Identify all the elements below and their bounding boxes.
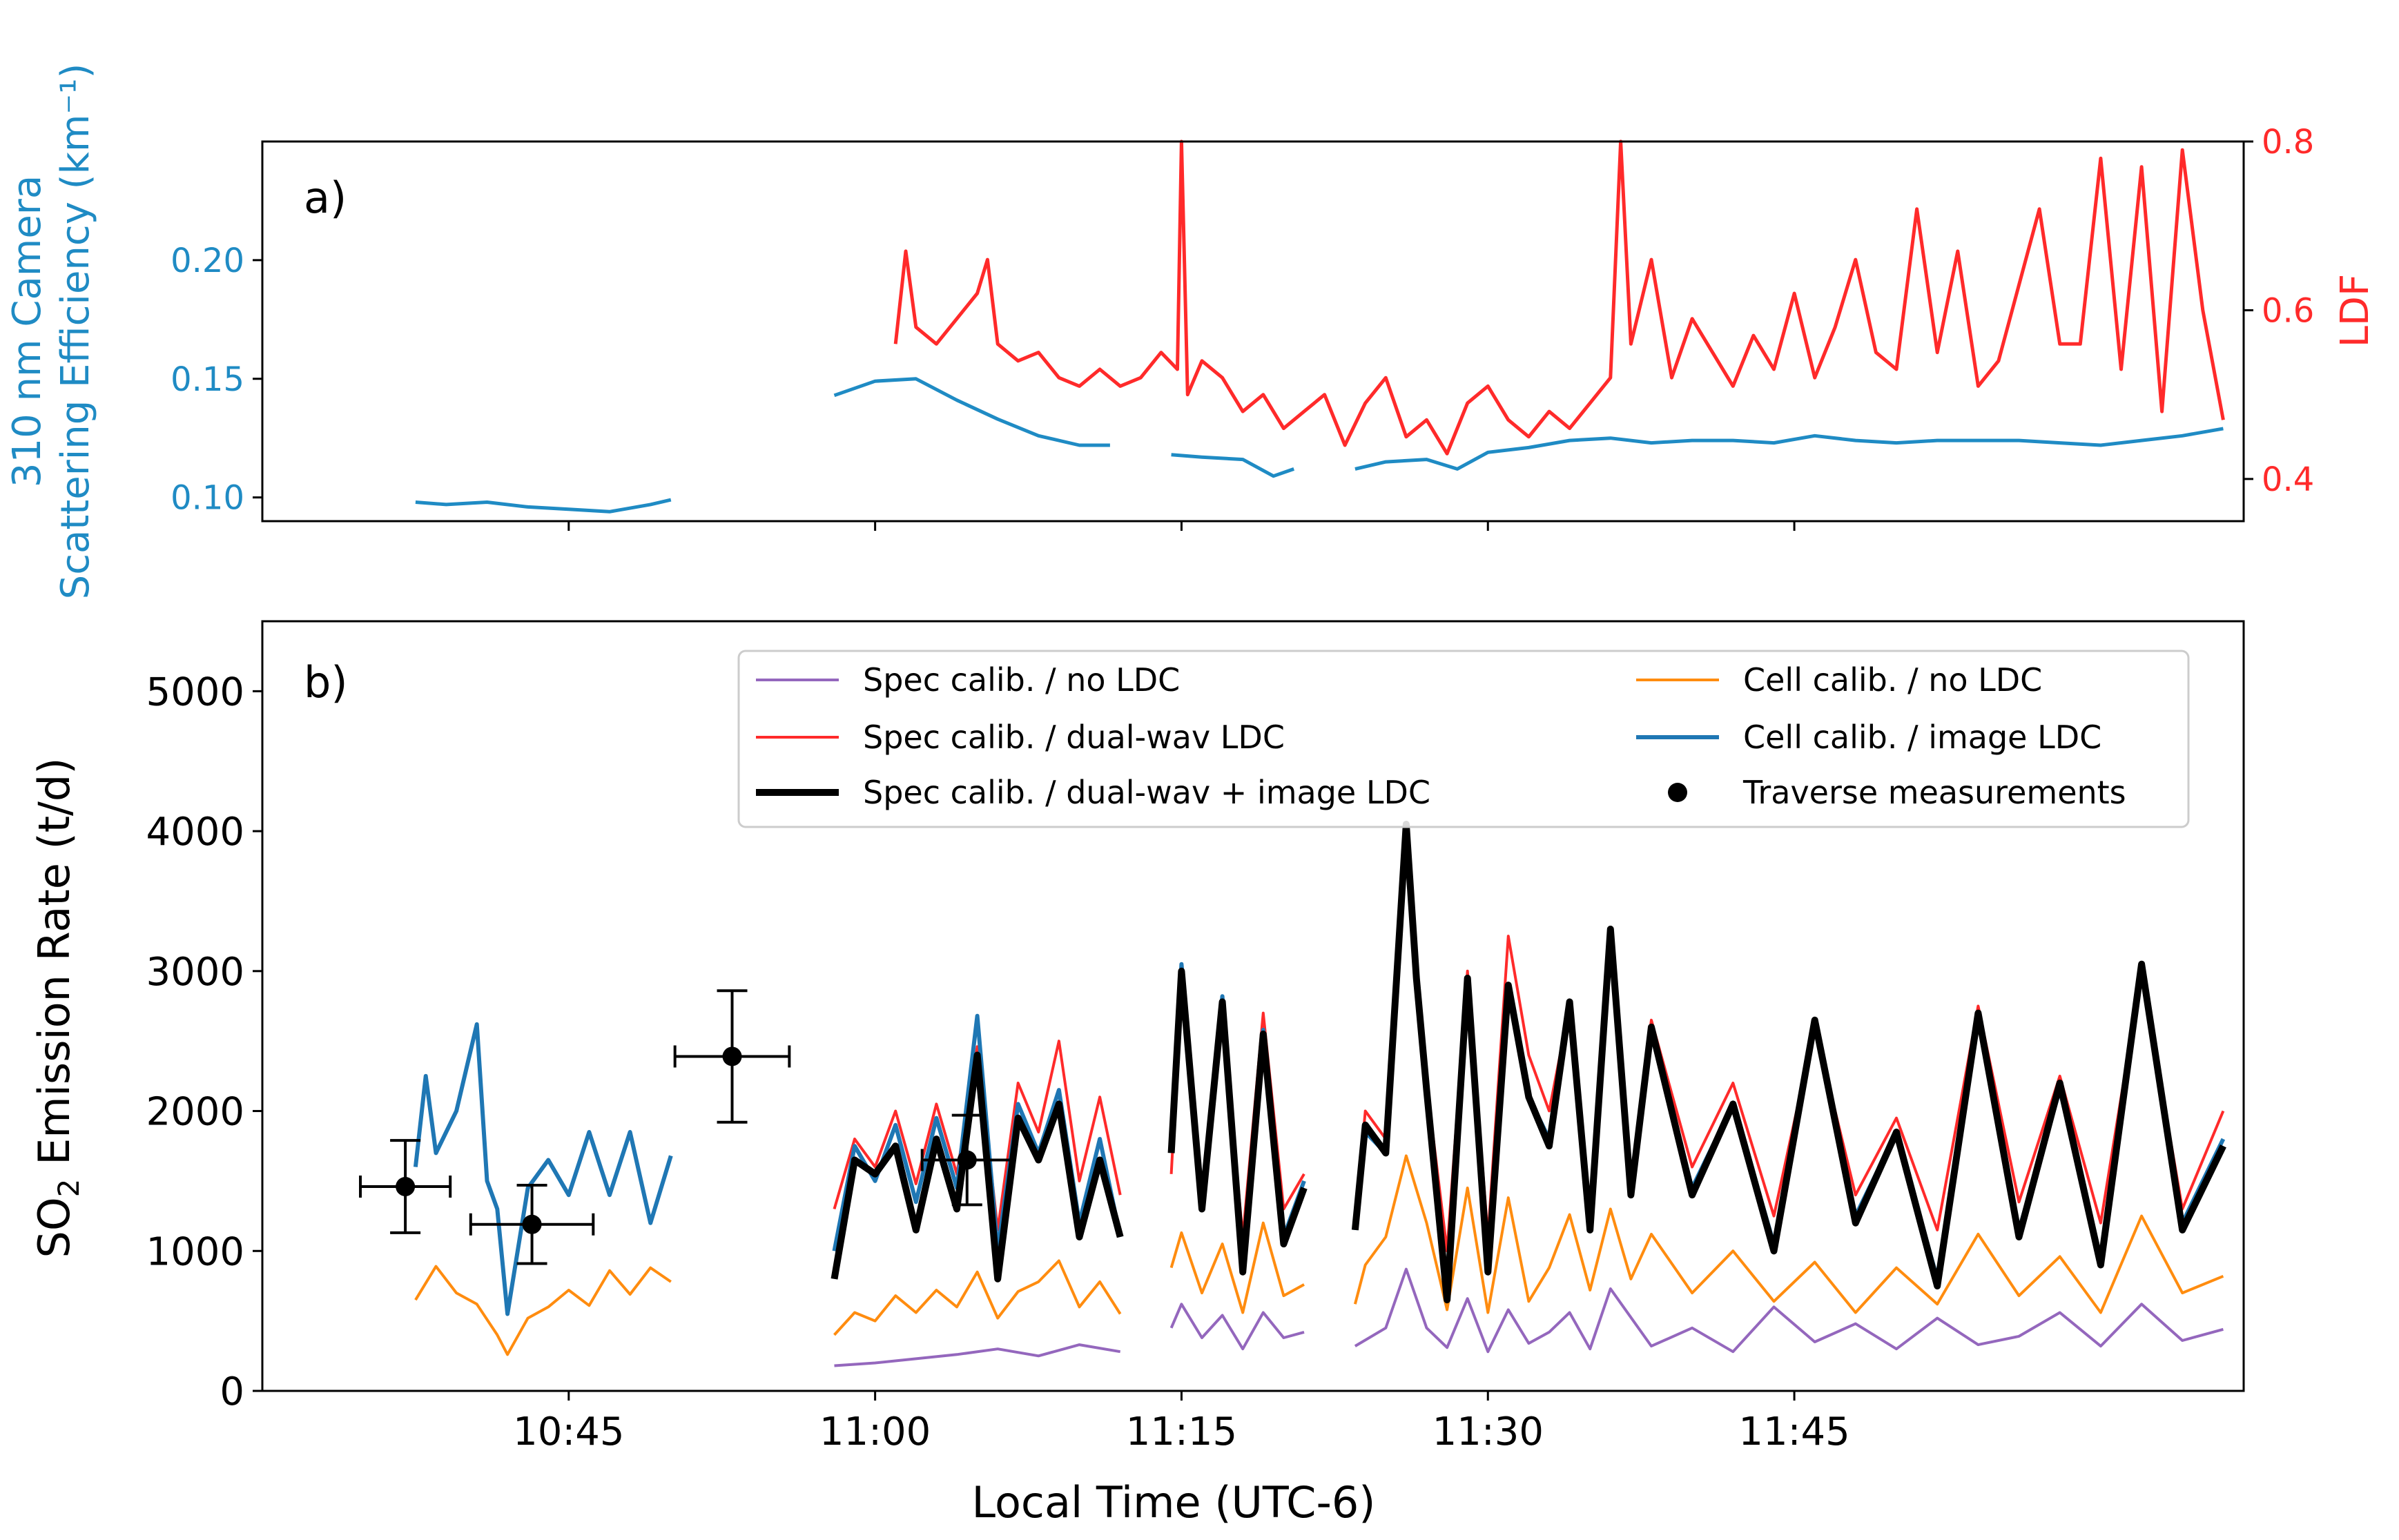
left-tick-label: 0.20 bbox=[171, 242, 244, 280]
traverse-marker bbox=[957, 1150, 977, 1170]
y-tick-label: 1000 bbox=[146, 1229, 244, 1274]
panel-b-series-2-segment-0 bbox=[833, 1040, 1122, 1231]
panel-b-series-4-segment-0 bbox=[831, 1051, 1124, 1283]
panel-b-series-0-segment-0 bbox=[834, 1343, 1121, 1367]
panel-a-left-axis-label-line2: Scattering Efficiency (km⁻¹) bbox=[53, 64, 98, 600]
panel-b-series-4-segment-2 bbox=[1351, 821, 2226, 1304]
legend-entry-5: Traverse measurements bbox=[1668, 774, 2126, 811]
y-tick-label: 4000 bbox=[146, 810, 244, 855]
y-label-so: SO bbox=[29, 1197, 79, 1258]
x-tick-label: 11:30 bbox=[1432, 1410, 1544, 1454]
traverse-marker bbox=[522, 1214, 542, 1234]
legend: Spec calib. / no LDC Spec calib. / dual-w… bbox=[737, 650, 2190, 828]
panel-a-series-0-segment-3 bbox=[1354, 427, 2224, 471]
panel-b-y-axis-label: SO2 Emission Rate (t/d) bbox=[29, 758, 86, 1258]
legend-entry-3: Cell calib. / no LDC bbox=[1636, 661, 2042, 699]
legend-label: Spec calib. / no LDC bbox=[863, 661, 1180, 699]
panel-b-series-3-segment-0 bbox=[413, 1022, 673, 1316]
legend-entry-4: Cell calib. / image LDC bbox=[1636, 719, 2101, 756]
panel-a: a) 0.100.150.20 0.40.60.8 310 nm Camera … bbox=[5, 64, 2378, 600]
y-tick-label: 2000 bbox=[146, 1090, 244, 1135]
panel-a-left-ticks: 0.10 0.15 0.20 bbox=[171, 242, 262, 518]
panel-a-right-axis-label: LDF bbox=[2333, 274, 2378, 348]
legend-marker bbox=[1668, 783, 1687, 802]
panel-b-series-0-segment-1 bbox=[1169, 1303, 1305, 1351]
panel-b-series bbox=[413, 821, 2226, 1367]
traverse-point-2 bbox=[673, 989, 791, 1124]
panel-a-frame bbox=[261, 140, 2245, 523]
traverse-point-0 bbox=[359, 1139, 452, 1234]
panel-a-tag: a) bbox=[304, 173, 347, 223]
y-tick-label: 3000 bbox=[146, 950, 244, 995]
panel-b-tag: b) bbox=[304, 657, 348, 708]
panel-b-x-ticks: 10:45 11:00 11:15 11:30 11:45 bbox=[513, 1391, 1850, 1454]
traverse-point-3 bbox=[920, 1113, 1013, 1207]
panel-a-left-axis-label-line1: 310 nm Camera bbox=[5, 175, 50, 487]
left-tick-label: 0.15 bbox=[171, 360, 244, 399]
panel-b-frame bbox=[261, 620, 2245, 1392]
right-tick-label: 0.4 bbox=[2262, 460, 2314, 499]
right-tick-label: 0.6 bbox=[2262, 291, 2314, 330]
y-tick-label: 5000 bbox=[146, 670, 244, 714]
x-tick-label: 11:00 bbox=[819, 1410, 931, 1454]
left-tick-label: 0.10 bbox=[171, 479, 244, 518]
legend-label: Spec calib. / dual-wav + image LDC bbox=[863, 774, 1430, 811]
y-label-subscript: 2 bbox=[52, 1179, 86, 1198]
traverse-point-1 bbox=[469, 1183, 595, 1265]
panel-a-series-0-segment-1 bbox=[833, 377, 1110, 447]
panel-b-traverse-points bbox=[359, 989, 1013, 1265]
panel-b: b) 0 1000 2000 3000 4000 5000 10:45 11:00 11:15… bbox=[29, 620, 2245, 1528]
legend-entries: Spec calib. / no LDC Spec calib. / dual-w… bbox=[756, 661, 2126, 811]
legend-label: Traverse measurements bbox=[1742, 774, 2126, 811]
legend-label: Cell calib. / no LDC bbox=[1743, 661, 2042, 699]
panel-b-x-axis-label: Local Time (UTC-6) bbox=[972, 1477, 1376, 1528]
panel-a-right-ticks: 0.4 0.6 0.8 bbox=[2244, 123, 2314, 499]
panel-b-series-1-segment-1 bbox=[833, 1259, 1122, 1336]
x-tick-label: 10:45 bbox=[513, 1410, 624, 1454]
panel-b-series-1-segment-2 bbox=[1169, 1221, 1305, 1314]
y-tick-label: 0 bbox=[220, 1370, 244, 1414]
legend-entry-2: Spec calib. / dual-wav + image LDC bbox=[756, 774, 1430, 811]
panel-a-x-ticks bbox=[567, 521, 1796, 531]
y-label-rest: Emission Rate (t/d) bbox=[29, 758, 79, 1179]
panel-b-series-0-segment-2 bbox=[1354, 1267, 2224, 1354]
traverse-marker bbox=[722, 1046, 742, 1066]
panel-b-series-1-segment-0 bbox=[414, 1265, 672, 1356]
panel-a-series-1-segment-0 bbox=[893, 139, 2225, 456]
panel-a-series-0-segment-2 bbox=[1171, 453, 1295, 478]
right-tick-label: 0.8 bbox=[2262, 123, 2314, 162]
panel-a-series bbox=[415, 139, 2225, 514]
legend-entry-1: Spec calib. / dual-wav LDC bbox=[756, 719, 1285, 756]
legend-entry-0: Spec calib. / no LDC bbox=[756, 661, 1180, 699]
traverse-marker bbox=[396, 1177, 416, 1197]
legend-label: Cell calib. / image LDC bbox=[1743, 719, 2101, 756]
legend-label: Spec calib. / dual-wav LDC bbox=[863, 719, 1285, 756]
legend-frame bbox=[737, 650, 2190, 828]
panel-a-series-0-segment-0 bbox=[415, 498, 672, 514]
x-tick-label: 11:15 bbox=[1126, 1410, 1237, 1454]
x-tick-label: 11:45 bbox=[1738, 1410, 1849, 1454]
panel-b-series-4-segment-1 bbox=[1167, 967, 1308, 1276]
panel-b-y-ticks: 0 1000 2000 3000 4000 5000 bbox=[146, 670, 262, 1414]
